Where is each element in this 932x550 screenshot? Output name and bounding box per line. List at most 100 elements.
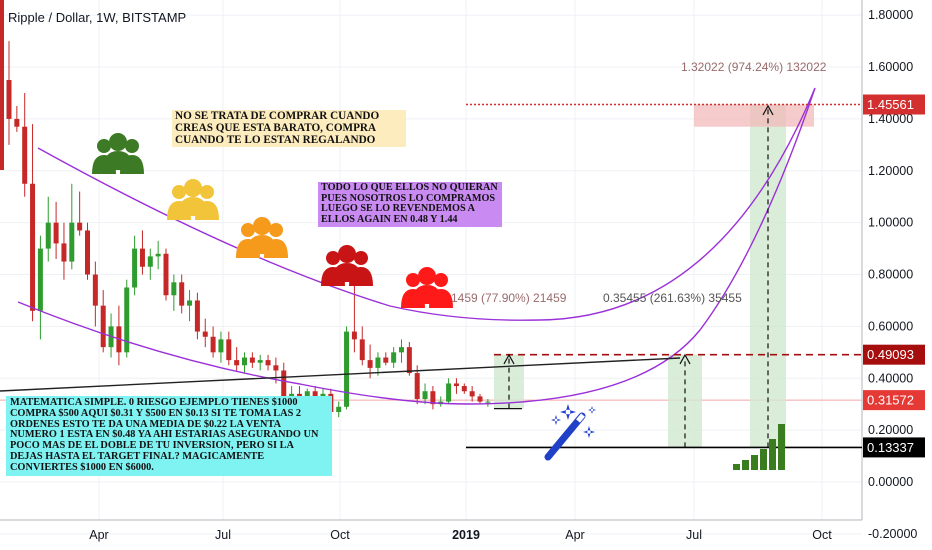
candle-body bbox=[202, 331, 208, 337]
candle-body bbox=[461, 386, 467, 392]
candle-body bbox=[226, 339, 232, 361]
candle-body bbox=[477, 396, 483, 402]
candle-body bbox=[249, 357, 255, 363]
lower-curve bbox=[17, 87, 816, 405]
left-edge-bar bbox=[0, 0, 4, 170]
candle-body bbox=[296, 393, 302, 397]
candle-body bbox=[85, 230, 90, 275]
note-quieran: TODO LO QUE ELLOS NO QUIERAN PUES NOSOTR… bbox=[318, 182, 502, 227]
candle-body bbox=[100, 305, 106, 348]
candle-body bbox=[422, 391, 428, 400]
candle-body bbox=[383, 357, 389, 363]
candle-body bbox=[469, 391, 475, 397]
candle-body bbox=[6, 80, 12, 119]
y-tick-label: 1.00000 bbox=[868, 216, 913, 230]
x-tick-label: Jul bbox=[686, 528, 702, 542]
candle-body bbox=[304, 391, 310, 397]
candle-body bbox=[37, 248, 43, 311]
support-trendline bbox=[0, 357, 681, 392]
candle-body bbox=[375, 357, 381, 368]
candle-body bbox=[351, 331, 357, 340]
magic-wand-icon bbox=[544, 404, 596, 461]
crowd-red-icon bbox=[321, 245, 373, 286]
y-tick-label: 0.40000 bbox=[868, 371, 913, 385]
candle-body bbox=[147, 256, 153, 267]
candle-body bbox=[281, 370, 287, 405]
candle-body bbox=[53, 222, 59, 244]
crowd-orange-icon bbox=[236, 217, 288, 258]
crowd-green-icon bbox=[92, 133, 144, 174]
candle-body bbox=[336, 406, 342, 412]
candle-body bbox=[359, 339, 365, 361]
candle-body bbox=[14, 118, 20, 127]
candle-body bbox=[45, 222, 51, 249]
candle-body bbox=[446, 383, 452, 402]
price-label-box bbox=[863, 94, 925, 115]
y-tick-label: 1.40000 bbox=[868, 112, 913, 126]
candle-body bbox=[485, 401, 491, 403]
candle-body bbox=[312, 391, 318, 400]
price-label-text: 0.31572 bbox=[867, 393, 914, 408]
candle-body bbox=[132, 248, 138, 288]
x-tick-label: 2019 bbox=[452, 528, 480, 542]
measure-arrowhead bbox=[679, 353, 691, 365]
y-tick-label: 1.20000 bbox=[868, 164, 913, 178]
measure-label-1: 1.32022 (974.24%) 132022 bbox=[681, 60, 827, 74]
price-label-text: 1.45561 bbox=[867, 97, 914, 112]
price-label-box bbox=[863, 344, 925, 365]
y-tick-label: 0.00000 bbox=[868, 475, 913, 489]
candle-body bbox=[92, 274, 98, 306]
x-tick-label: Oct bbox=[812, 528, 832, 542]
candle-body bbox=[391, 352, 397, 363]
price-label-box bbox=[863, 390, 925, 411]
candle-body bbox=[265, 360, 271, 366]
measure-label-3: 1459 (77.90%) 21459 bbox=[451, 291, 567, 305]
x-tick-label: Jul bbox=[215, 528, 231, 542]
measure-label-2: 0.35455 (261.63%) 35455 bbox=[603, 291, 742, 305]
y-tick-label: -0.20000 bbox=[868, 527, 917, 541]
note-regalando: NO SE TRATA DE COMPRAR CUANDO CREAS QUE … bbox=[172, 110, 406, 148]
x-tick-label: Apr bbox=[89, 528, 108, 542]
zone-1 bbox=[494, 354, 524, 409]
measure-arrowhead bbox=[503, 353, 515, 365]
y-tick-label: 1.80000 bbox=[868, 8, 913, 22]
candle-body bbox=[179, 282, 185, 306]
candle-body bbox=[187, 300, 193, 306]
candle-body bbox=[344, 331, 350, 407]
chart-title: Ripple / Dollar, 1W, BITSTAMP bbox=[8, 10, 187, 25]
candle-body bbox=[273, 365, 279, 371]
signal-bars-icon bbox=[733, 424, 785, 470]
candle-body bbox=[139, 248, 145, 267]
candle-body bbox=[242, 357, 247, 366]
candle-body bbox=[406, 347, 412, 374]
candle-body bbox=[234, 360, 240, 366]
crowd-brightred-icon bbox=[401, 267, 453, 308]
candle-body bbox=[69, 222, 75, 262]
candle-body bbox=[155, 253, 161, 257]
candle-body bbox=[367, 360, 373, 368]
price-label-box bbox=[863, 437, 925, 458]
x-tick-label: Oct bbox=[330, 528, 350, 542]
candle-body bbox=[194, 300, 200, 332]
candle-body bbox=[30, 183, 36, 311]
price-label-text: 0.13337 bbox=[867, 440, 914, 455]
target-zone bbox=[694, 104, 814, 127]
candle-body bbox=[124, 287, 130, 353]
measure-arrowhead bbox=[762, 104, 774, 116]
upper-curve bbox=[37, 87, 816, 321]
note-matematica: MATEMATICA SIMPLE. 0 RIESGO EJEMPLO TIEN… bbox=[6, 396, 332, 476]
candle-body bbox=[77, 222, 83, 231]
candle-body bbox=[61, 243, 67, 262]
crowd-yellow-icon bbox=[167, 179, 219, 220]
price-label-text: 0.49093 bbox=[867, 347, 914, 362]
candle-body bbox=[210, 336, 216, 353]
y-tick-label: 0.20000 bbox=[868, 423, 913, 437]
y-tick-label: 1.60000 bbox=[868, 60, 913, 74]
candle-body bbox=[257, 360, 263, 363]
candle-body bbox=[430, 391, 436, 405]
candle-body bbox=[453, 383, 459, 387]
y-tick-label: 0.80000 bbox=[868, 268, 913, 282]
candle-body bbox=[414, 373, 420, 400]
candle-body bbox=[171, 282, 177, 296]
